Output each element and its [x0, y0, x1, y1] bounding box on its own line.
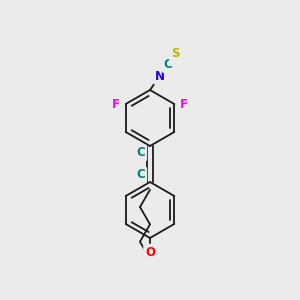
Text: C: C [164, 58, 172, 71]
Text: F: F [180, 98, 188, 110]
Text: O: O [145, 245, 155, 259]
Text: S: S [171, 47, 179, 61]
Text: N: N [155, 70, 165, 83]
Text: C: C [136, 169, 146, 182]
Text: C: C [136, 146, 146, 160]
Text: F: F [112, 98, 120, 110]
